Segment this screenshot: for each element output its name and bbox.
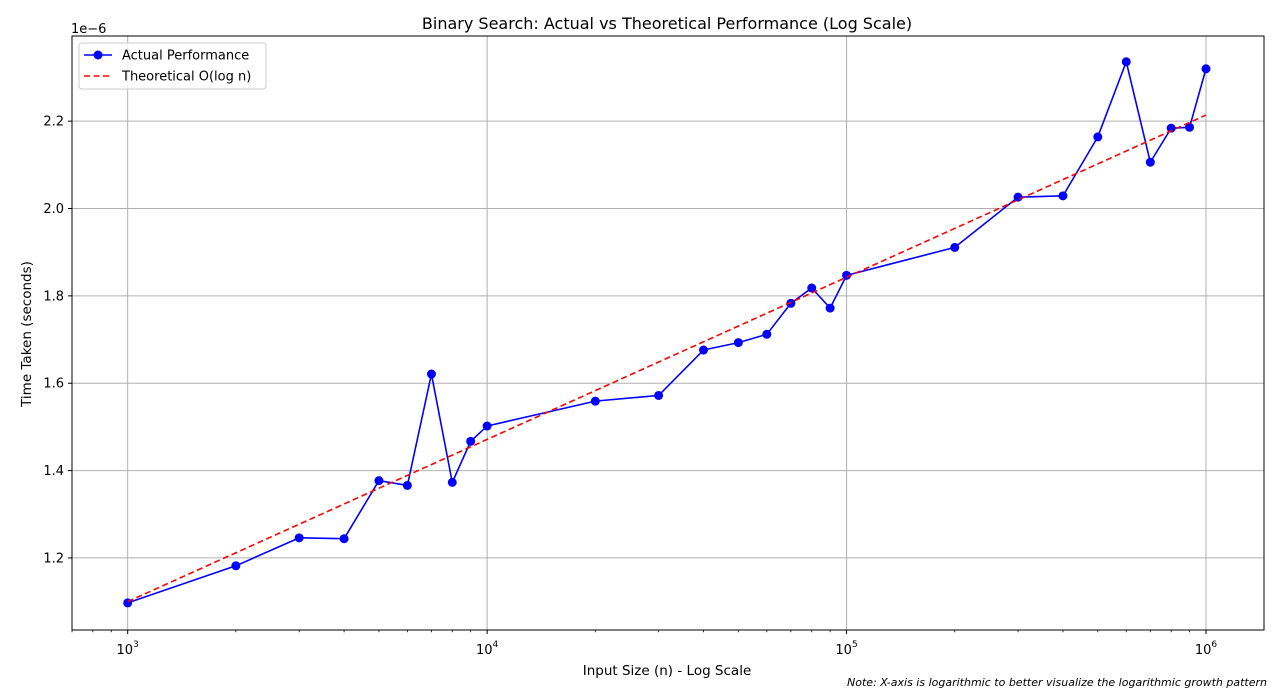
data-point bbox=[762, 329, 772, 339]
data-point bbox=[950, 242, 960, 252]
legend-label: Theoretical O(log n) bbox=[121, 70, 251, 85]
legend: Actual Performance Theoretical O(log n) bbox=[78, 42, 267, 90]
legend-box bbox=[78, 42, 267, 90]
legend-label: Actual Performance bbox=[122, 49, 249, 64]
y-tick-label: 1.2 bbox=[43, 551, 64, 566]
x-tick-label-base: 10 bbox=[117, 643, 134, 658]
y-offset-label: 1e−6 bbox=[71, 22, 106, 37]
x-tick-label-exponent: 5 bbox=[852, 640, 858, 650]
data-point bbox=[654, 390, 664, 400]
data-point bbox=[699, 345, 709, 355]
data-point bbox=[1185, 122, 1195, 132]
note-annotation: Note: X-axis is logarithmic to better vi… bbox=[847, 676, 1267, 689]
x-tick-label: 103 bbox=[117, 640, 139, 658]
x-axis-label: Input Size (n) - Log Scale bbox=[583, 663, 752, 679]
data-point bbox=[466, 436, 476, 446]
data-point bbox=[402, 480, 412, 490]
x-tick-label-exponent: 6 bbox=[1211, 640, 1217, 650]
data-point bbox=[294, 533, 304, 543]
data-point bbox=[447, 477, 457, 487]
data-point bbox=[1166, 123, 1176, 133]
chart-title: Binary Search: Actual vs Theoretical Per… bbox=[422, 14, 912, 33]
data-point bbox=[590, 396, 600, 406]
y-tick-label: 2.0 bbox=[43, 202, 64, 217]
data-point bbox=[1121, 57, 1131, 67]
data-point bbox=[231, 561, 241, 571]
plot-frame bbox=[71, 35, 1265, 631]
x-tick-label-base: 10 bbox=[476, 643, 493, 658]
data-point bbox=[1145, 157, 1155, 167]
data-point bbox=[339, 534, 349, 544]
legend-marker bbox=[93, 50, 103, 60]
x-tick-label-exponent: 3 bbox=[133, 640, 139, 650]
data-point bbox=[1093, 132, 1103, 142]
y-tick-label: 1.4 bbox=[43, 464, 64, 479]
data-point bbox=[1201, 64, 1211, 74]
y-tick-label: 1.6 bbox=[43, 377, 64, 392]
x-tick-label-base: 10 bbox=[835, 643, 852, 658]
grid bbox=[72, 36, 1264, 630]
data-point bbox=[426, 369, 436, 379]
x-tick-label: 106 bbox=[1195, 640, 1218, 658]
y-tick-label: 1.8 bbox=[43, 289, 64, 304]
data-point bbox=[374, 476, 384, 486]
data-point bbox=[786, 298, 796, 308]
series-layer bbox=[123, 57, 1211, 608]
x-tick-label-exponent: 4 bbox=[493, 640, 499, 650]
series-line-1 bbox=[127, 114, 1207, 603]
x-tick-label-base: 10 bbox=[1195, 643, 1212, 658]
y-tick-label: 2.2 bbox=[43, 115, 64, 130]
y-axis-label: Time Taken (seconds) bbox=[19, 261, 35, 408]
x-tick-label: 104 bbox=[476, 640, 499, 658]
data-point bbox=[842, 270, 852, 280]
data-point bbox=[733, 338, 743, 348]
data-point bbox=[1013, 192, 1023, 202]
data-point bbox=[825, 303, 835, 313]
data-point bbox=[1058, 191, 1068, 201]
series-line-0 bbox=[127, 60, 1207, 604]
data-point bbox=[482, 421, 492, 431]
x-tick-label: 105 bbox=[835, 640, 857, 658]
data-point bbox=[807, 283, 817, 293]
